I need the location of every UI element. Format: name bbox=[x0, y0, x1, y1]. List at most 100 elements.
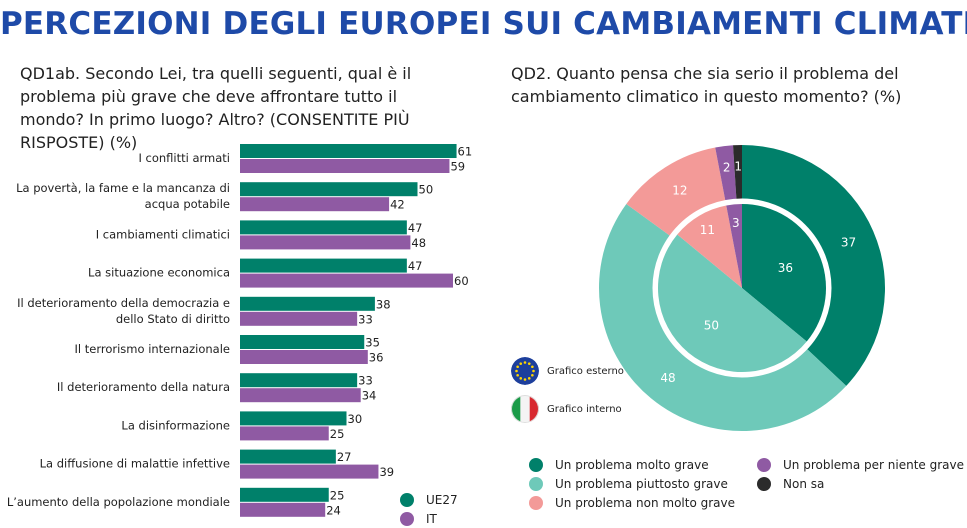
legend-non-molto-grave-label: Un problema non molto grave bbox=[555, 496, 736, 510]
bar-value-label: 35 bbox=[365, 336, 380, 350]
outer-value-label: 12 bbox=[672, 184, 687, 198]
bar-value-label: 48 bbox=[411, 236, 426, 250]
legend-piuttosto-grave-label: Un problema piuttosto grave bbox=[555, 477, 728, 491]
inner-value-label: 3 bbox=[732, 216, 740, 230]
bar-it bbox=[240, 502, 326, 517]
legend-inner-ring-label: Grafico interno bbox=[547, 403, 622, 415]
bar-ue27 bbox=[240, 296, 375, 311]
bar-value-label: 50 bbox=[419, 183, 434, 197]
bar-it bbox=[240, 350, 368, 364]
non-molto-grave-dot-icon bbox=[529, 496, 543, 510]
bar-ue27 bbox=[240, 373, 358, 388]
bar-ue27 bbox=[240, 449, 336, 464]
category-label: La disinformazione bbox=[121, 418, 230, 432]
eu-flag-icon bbox=[511, 357, 539, 385]
bar-value-label: 59 bbox=[450, 160, 465, 174]
piuttosto-grave-dot-icon bbox=[529, 477, 543, 491]
non-sa-dot-icon bbox=[757, 477, 771, 491]
bar-it bbox=[240, 197, 390, 212]
legend-piuttosto-grave: Un problema piuttosto grave bbox=[529, 477, 728, 491]
italy-flag-icon bbox=[511, 395, 539, 423]
legend-non-sa: Non sa bbox=[757, 477, 824, 491]
inner-slice bbox=[658, 234, 807, 372]
bar-value-label: 25 bbox=[330, 427, 345, 441]
inner-value-label: 50 bbox=[704, 318, 719, 332]
legend-non-molto-grave: Un problema non molto grave bbox=[529, 496, 735, 510]
legend-it-label: IT bbox=[426, 512, 437, 526]
legend-per-niente-grave-label: Un problema per niente grave bbox=[783, 458, 964, 472]
bar-ue27 bbox=[240, 220, 407, 235]
page-title: PERCEZIONI DEGLI EUROPEI SUI CAMBIAMENTI… bbox=[0, 6, 967, 42]
legend-outer-ring-label: Grafico esterno bbox=[547, 365, 624, 377]
inner-slice bbox=[742, 204, 826, 342]
ue27-dot-icon bbox=[400, 493, 414, 507]
it-dot-icon bbox=[400, 512, 414, 526]
bar-it bbox=[240, 159, 450, 173]
category-label: La povertà, la fame e la mancanza di bbox=[16, 181, 230, 195]
legend-ue27: UE27 bbox=[400, 493, 458, 507]
molto-grave-dot-icon bbox=[529, 458, 543, 472]
bar-value-label: 47 bbox=[408, 259, 423, 273]
bar-value-label: 36 bbox=[369, 351, 384, 365]
outer-slice bbox=[599, 203, 847, 431]
bar-it bbox=[240, 273, 453, 288]
legend-outer-ring: Grafico esterno bbox=[511, 357, 624, 385]
category-label: Il deterioramento della natura bbox=[57, 380, 230, 394]
bar-value-label: 34 bbox=[362, 389, 377, 403]
legend-molto-grave: Un problema molto grave bbox=[529, 458, 709, 472]
outer-slice bbox=[626, 147, 726, 238]
bar-value-label: 27 bbox=[337, 450, 352, 464]
ring-separator bbox=[652, 198, 832, 378]
bar-value-label: 24 bbox=[326, 503, 341, 517]
category-label: acqua potabile bbox=[145, 197, 230, 211]
bar-it bbox=[240, 426, 329, 441]
bar-value-label: 60 bbox=[454, 274, 469, 288]
legend-molto-grave-label: Un problema molto grave bbox=[555, 458, 709, 472]
outer-value-label: 48 bbox=[660, 371, 675, 385]
category-label: Il terrorismo internazionale bbox=[75, 342, 230, 356]
outer-slice bbox=[733, 145, 742, 203]
bar-it bbox=[240, 388, 361, 403]
bar-value-label: 25 bbox=[330, 488, 345, 502]
bar-it bbox=[240, 464, 379, 479]
outer-slice bbox=[715, 145, 737, 204]
outer-slice bbox=[742, 145, 885, 386]
legend-ue27-label: UE27 bbox=[426, 493, 458, 507]
bar-it bbox=[240, 235, 411, 250]
bar-ue27 bbox=[240, 258, 407, 273]
bar-value-label: 42 bbox=[390, 198, 405, 212]
bar-value-label: 33 bbox=[358, 374, 373, 388]
inner-value-label: 36 bbox=[778, 261, 793, 275]
outer-value-label: 2 bbox=[723, 160, 731, 174]
category-label: La diffusione di malattie infettive bbox=[40, 457, 230, 471]
bar-it bbox=[240, 311, 358, 326]
category-label: dello Stato di diritto bbox=[116, 312, 230, 326]
bar-ue27 bbox=[240, 487, 329, 502]
donut-chart: 37 48 12 2 1 36 50 11 3 bbox=[599, 145, 885, 431]
category-label: La situazione economica bbox=[88, 266, 230, 280]
bar-ue27 bbox=[240, 411, 347, 426]
per-niente-grave-dot-icon bbox=[757, 458, 771, 472]
outer-value-label: 37 bbox=[841, 235, 856, 249]
inner-value-label: 11 bbox=[700, 223, 715, 237]
bar-value-label: 33 bbox=[358, 312, 373, 326]
left-question: QD1ab. Secondo Lei, tra quelli seguenti,… bbox=[20, 64, 412, 152]
category-label: Il deterioramento della democrazia e bbox=[17, 296, 230, 310]
bar-value-label: 47 bbox=[408, 221, 423, 235]
right-question: QD2. Quanto pensa che sia serio il probl… bbox=[511, 64, 902, 106]
inner-slice bbox=[726, 204, 742, 288]
bar-ue27 bbox=[240, 182, 418, 197]
bar-value-label: 38 bbox=[376, 297, 391, 311]
category-label: I conflitti armati bbox=[138, 151, 230, 165]
category-label: I cambiamenti climatici bbox=[96, 227, 230, 241]
legend-it: IT bbox=[400, 512, 437, 526]
category-label: L’aumento della popolazione mondiale bbox=[7, 495, 230, 509]
bar-value-label: 61 bbox=[458, 145, 473, 159]
inner-slice bbox=[677, 205, 742, 288]
bar-ue27 bbox=[240, 144, 457, 158]
bar-value-label: 30 bbox=[348, 412, 363, 426]
bar-ue27 bbox=[240, 335, 365, 349]
outer-value-label: 1 bbox=[734, 160, 742, 174]
legend-inner-ring: Grafico interno bbox=[511, 395, 622, 423]
